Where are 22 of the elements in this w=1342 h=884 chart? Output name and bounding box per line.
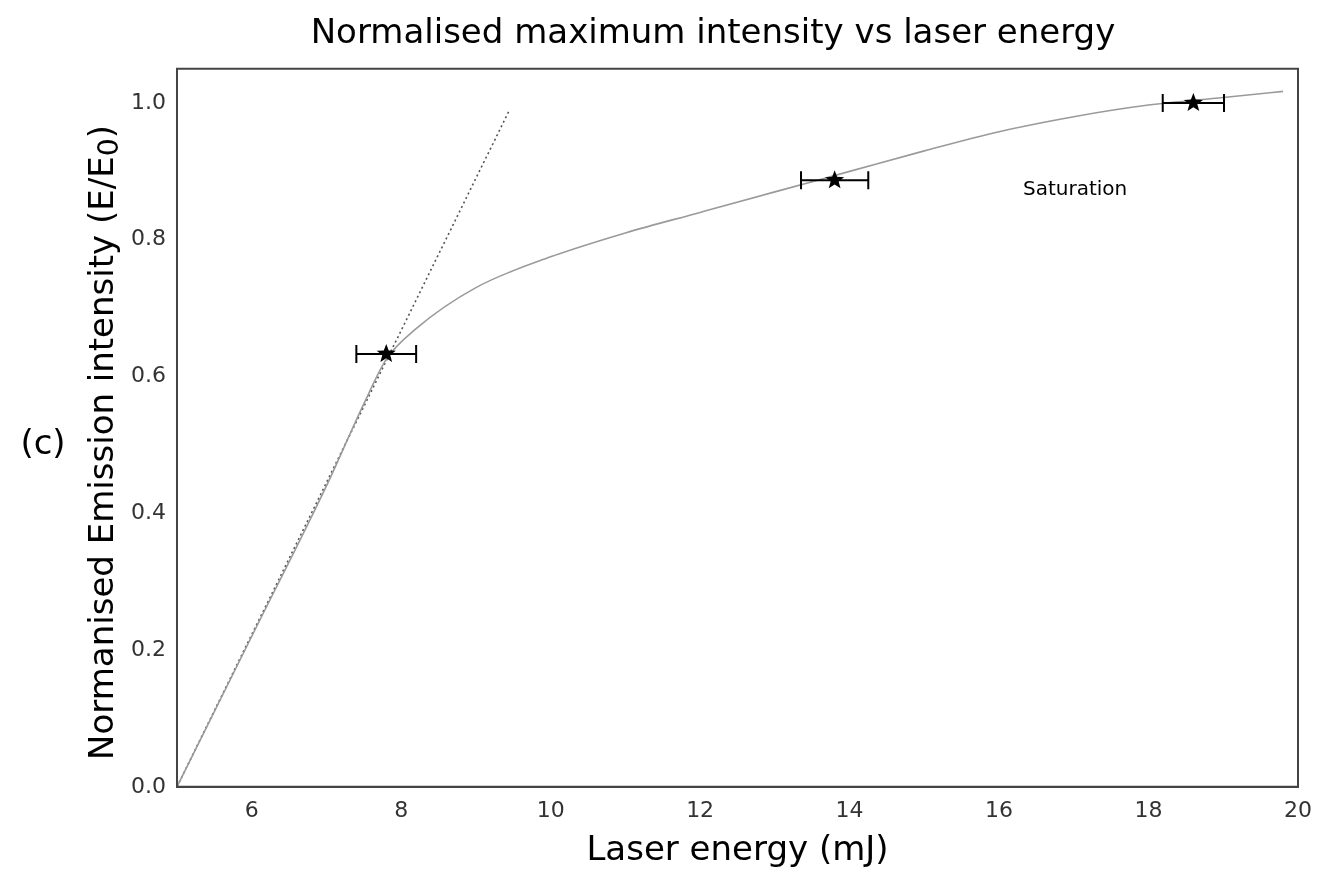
y-tick-label: 0.6 — [130, 362, 166, 388]
x-tick-label: 12 — [686, 796, 715, 822]
y-tick-label: 0.0 — [130, 772, 166, 798]
line-series — [176, 90, 1284, 787]
text: (c) — [19, 422, 67, 462]
point — [825, 170, 845, 189]
y-tick-label: 0.8 — [130, 225, 166, 251]
x-tick-label: 16 — [985, 796, 1014, 822]
x-axis-title: Laser energy (mJ) — [586, 828, 889, 869]
x-tick-label: 14 — [835, 796, 864, 822]
x-tick-label: 6 — [244, 796, 259, 822]
x-tick-label: 10 — [536, 796, 565, 822]
x-tick-label: 20 — [1284, 796, 1312, 822]
x-tick-label: 18 — [1134, 796, 1163, 822]
chart-title: Normalised maximum intensity vs laser energy — [310, 11, 1116, 52]
point — [376, 343, 396, 363]
y-tick-label: 0.4 — [130, 498, 166, 524]
x-tick-label: 8 — [394, 796, 409, 822]
point — [1183, 92, 1203, 112]
y-tick-label: 0.2 — [130, 635, 166, 661]
y-tick-label: 1.0 — [130, 88, 166, 114]
annotation: Saturation — [1023, 176, 1128, 200]
